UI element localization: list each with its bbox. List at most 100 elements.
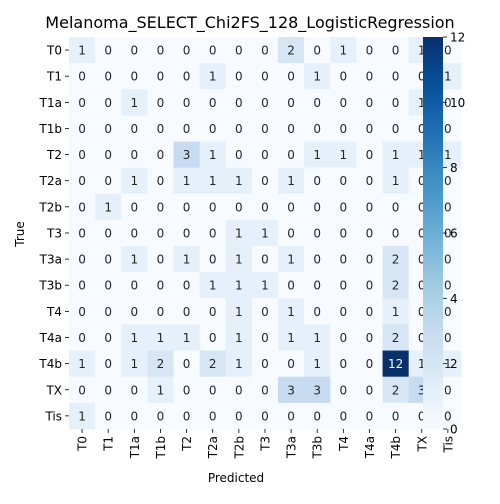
cell-value-label: 1 [78,357,86,371]
cell-value-label: 1 [183,253,191,267]
heatmap-cell-T1-T1a [121,63,148,90]
x-tick-label: T2b [232,436,246,460]
cell-value-label: 0 [183,70,191,84]
cell-value-label: 0 [366,279,374,293]
cell-value-label: 2 [157,357,165,371]
cell-value-label: 1 [209,174,217,188]
cell-value-label: 0 [366,174,374,188]
cell-value-label: 0 [392,70,400,84]
heatmap-cell-T2-T1b [147,141,174,169]
heatmap-cell-T3-T1b [147,219,174,247]
heatmap-cell-TX-T2 [173,376,201,404]
heatmap-cell-T3-T3b [304,219,331,247]
cell-value-label: 0 [444,305,452,319]
heatmap-cell-T2-T2 [173,141,201,169]
cell-value-label: 0 [183,96,191,110]
heatmap-cell-T1b-T3a [278,115,305,142]
y-tick-label: T1b [38,122,62,136]
heatmap-cell-T3a-T3b [304,246,331,273]
heatmap-cell-T2a-T2 [173,167,201,195]
cell-value-label: 0 [78,122,86,136]
cell-value-label: 1 [235,357,243,371]
heatmap-cell-T3-T3 [251,219,279,247]
heatmap-cell-T4-T4 [330,298,357,325]
y-axis-label: True [13,221,27,248]
cell-value-label: 1 [287,253,295,267]
cell-value-label: 0 [366,148,374,162]
heatmap-cell-TX-T2b [225,376,253,404]
heatmap-cell-T3b-T4a [356,272,383,299]
cell-value-label: 1 [418,357,426,371]
heatmap-cell-T1-T3b [304,63,331,90]
cell-value-label: 0 [340,122,348,136]
heatmap-cell-TX-T4 [330,376,357,404]
heatmap-cell-T0-T2b [225,37,253,64]
cell-value-label: 1 [130,96,138,110]
heatmap-cell-T4a-T3a [278,324,305,351]
heatmap-cell-T4b-T3a [278,350,305,378]
cell-value-label: 0 [287,357,295,371]
heatmap-cell-T1-T4b [382,63,410,90]
cell-value-label: 0 [418,226,426,240]
cell-value-label: 0 [130,44,138,58]
x-tick-label: T4 [337,436,351,452]
cell-value-label: 0 [261,357,269,371]
heatmap-cell-T2-T3b [304,141,331,169]
cell-value-label: 0 [157,226,165,240]
cell-value-label: 0 [340,357,348,371]
cell-value-label: 0 [340,331,348,345]
heatmap-cell-T1b-T4 [330,115,357,142]
heatmap-cell-T0-T1 [95,37,122,64]
cell-value-label: 0 [418,70,426,84]
cell-value-label: 0 [157,148,165,162]
cell-value-label: 0 [366,200,374,214]
heatmap-cell-T2b-T1 [95,193,122,221]
cell-value-label: 0 [313,44,321,58]
heatmap-cell-T0-T4 [330,37,357,64]
cell-value-label: 0 [183,122,191,136]
heatmap-cell-T1a-T0 [69,89,96,116]
heatmap-cell-TX-T3 [251,376,279,404]
cell-value-label: 0 [418,200,426,214]
cell-value-label: 0 [130,148,138,162]
heatmap-cell-T3-T4 [330,219,357,247]
cell-value-label: 1 [130,357,138,371]
y-tick-label: T3a [39,253,62,267]
cell-value-label: 1 [340,44,348,58]
heatmap-cell-T1b-T1a [121,115,148,142]
colorbar-tick-label: 2 [450,357,458,371]
cell-value-label: 0 [444,226,452,240]
y-tick-label: Tis [44,409,62,423]
cell-value-label: 0 [235,148,243,162]
heatmap-cell-T4a-T2b [225,324,253,351]
heatmap-cell-Tis-T0 [69,402,96,430]
cell-value-label: 0 [183,357,191,371]
heatmap-cell-T3a-T0 [69,246,96,273]
heatmap-cell-T0-T0 [69,37,96,64]
heatmap-cell-T2b-T3 [251,193,279,221]
heatmap-cell-T1-T0 [69,63,96,90]
heatmap-cell-T1a-T2a [199,89,227,116]
cell-value-label: 0 [287,226,295,240]
x-tick-label: T0 [76,436,90,452]
heatmap-cell-T4b-T4 [330,350,357,378]
heatmap-cell-T1-T1 [95,63,122,90]
y-tick-label: T2 [46,148,62,162]
cell-value-label: 0 [366,96,374,110]
heatmap-cell-T2b-T4a [356,193,383,221]
colorbar-tick-label: 10 [450,96,465,110]
cell-value-label: 0 [261,305,269,319]
cell-value-label: 0 [340,96,348,110]
heatmap-cell-T4a-T1 [95,324,122,351]
cell-value-label: 0 [209,200,217,214]
cell-value-label: 0 [235,383,243,397]
heatmap-cell-T4a-T4a [356,324,383,351]
cell-value-label: 0 [157,305,165,319]
cell-value-label: 2 [392,279,400,293]
cell-value-label: 0 [444,253,452,267]
cell-value-label: 1 [157,331,165,345]
heatmap-cell-T2-T4 [330,141,357,169]
heatmap-cell-T0-T2 [173,37,201,64]
cell-value-label: 0 [313,279,321,293]
